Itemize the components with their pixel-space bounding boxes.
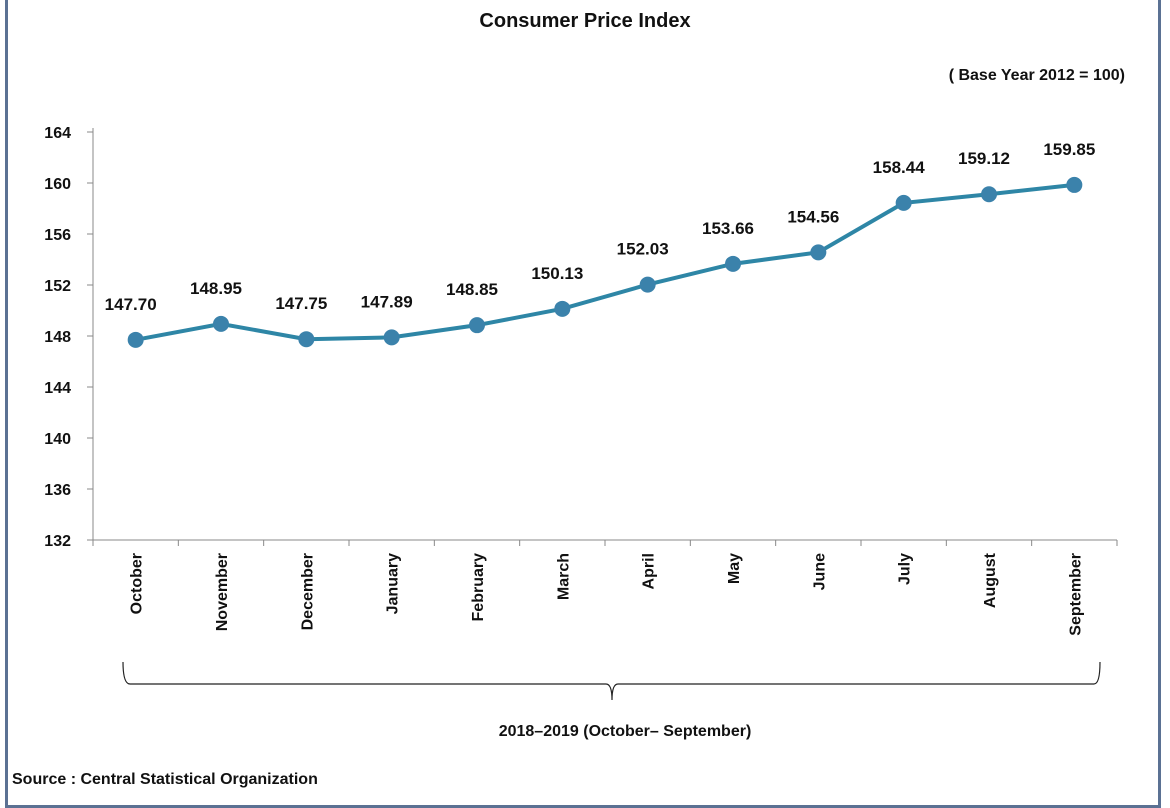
x-tick-label: October [129, 553, 146, 614]
data-label: 154.56 [787, 207, 839, 226]
y-tick-label: 160 [44, 176, 71, 193]
data-point [810, 244, 827, 261]
x-tick-label: March [555, 553, 572, 600]
x-axis-label: 2018–2019 (October– September) [499, 723, 752, 740]
data-label: 158.44 [873, 158, 926, 177]
x-tick-label: April [641, 553, 658, 589]
x-tick-label: January [385, 553, 402, 614]
data-point [895, 194, 912, 211]
x-tick-label: June [811, 553, 828, 590]
data-label: 147.89 [361, 292, 413, 311]
data-point [981, 186, 997, 203]
chart-title: Consumer Price Index [479, 10, 690, 32]
x-tick-label: December [299, 553, 316, 630]
data-point [127, 331, 144, 348]
data-label: 153.66 [702, 219, 754, 238]
x-tick-label: May [726, 553, 743, 584]
y-tick-label: 152 [44, 278, 71, 295]
y-tick-label: 144 [44, 380, 71, 397]
y-tick-label: 156 [44, 227, 71, 244]
y-tick-label: 148 [44, 329, 71, 346]
data-label: 152.03 [617, 240, 669, 259]
period-brace [122, 661, 1101, 701]
data-label: 147.75 [275, 294, 327, 313]
x-tick-label: September [1067, 553, 1084, 636]
data-label: 148.95 [190, 279, 242, 298]
y-tick-label: 140 [44, 431, 71, 448]
data-point [554, 300, 571, 317]
data-label: 150.13 [531, 264, 583, 283]
y-tick-label: 136 [44, 482, 71, 499]
data-point [469, 317, 485, 334]
x-tick-label: August [982, 552, 999, 608]
data-label: 148.85 [446, 280, 498, 299]
data-label: 147.70 [105, 295, 157, 314]
x-tick-label: July [897, 553, 914, 585]
source-note: Source : Central Statistical Organizatio… [12, 771, 318, 788]
data-point [1066, 176, 1083, 193]
data-point [725, 255, 741, 272]
data-label: 159.12 [958, 149, 1010, 168]
chart-subtitle: ( Base Year 2012 = 100) [949, 67, 1125, 84]
data-point [213, 315, 229, 332]
data-point [639, 276, 656, 293]
cpi-series-line [135, 182, 1075, 342]
y-tick-label: 132 [44, 533, 71, 550]
data-point [298, 331, 315, 348]
data-label: 159.85 [1043, 140, 1095, 159]
y-tick-label: 164 [44, 125, 71, 142]
data-point [383, 329, 400, 346]
x-tick-label: November [214, 553, 231, 631]
x-tick-label: February [470, 553, 487, 622]
